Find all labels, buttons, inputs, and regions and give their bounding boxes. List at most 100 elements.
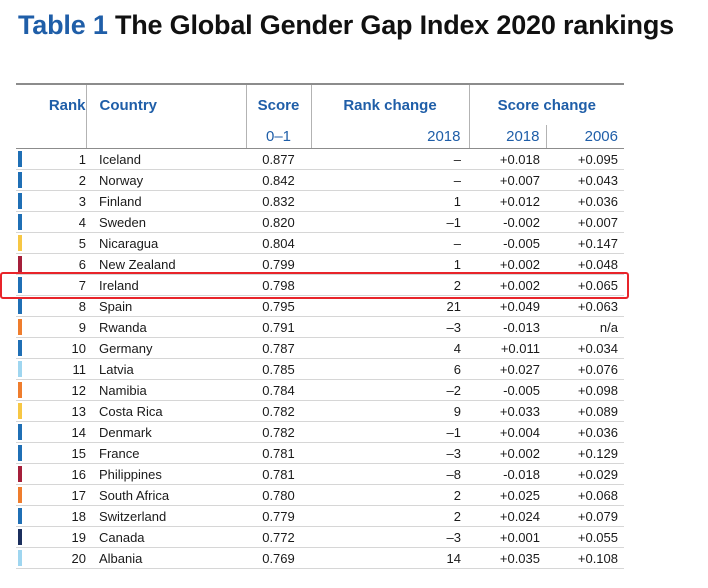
score-change-2018-cell: -0.005 <box>469 379 546 401</box>
score-change-2018-cell: +0.002 <box>469 274 546 296</box>
rank-change-cell: 1 <box>311 190 469 212</box>
country-cell: Spain <box>86 295 246 317</box>
score-cell: 0.780 <box>246 484 311 506</box>
country-cell: Nicaragua <box>86 232 246 254</box>
rank-change-cell: 9 <box>311 400 469 422</box>
region-marker-cell <box>16 190 26 212</box>
rank-change-cell: –3 <box>311 442 469 464</box>
score-change-2006-cell: +0.065 <box>546 274 624 296</box>
score-change-2018-cell: +0.024 <box>469 505 546 527</box>
score-change-2006-cell: +0.147 <box>546 232 624 254</box>
score-cell: 0.798 <box>246 274 311 296</box>
country-cell: Albania <box>86 547 246 569</box>
score-cell: 0.791 <box>246 316 311 338</box>
score-cell: 0.784 <box>246 379 311 401</box>
rank-change-cell: –8 <box>311 463 469 485</box>
rank-cell: 16 <box>26 463 86 485</box>
rank-change-cell: – <box>311 169 469 191</box>
score-cell: 0.877 <box>246 148 311 170</box>
region-marker-cell <box>16 505 26 527</box>
country-cell: France <box>86 442 246 464</box>
score-change-2006-cell: +0.068 <box>546 484 624 506</box>
region-color-marker <box>18 424 22 440</box>
score-change-2006-cell: +0.076 <box>546 358 624 380</box>
table-row: 11 Latvia 0.785 6 +0.027 +0.076 <box>16 358 624 380</box>
country-cell: Finland <box>86 190 246 212</box>
region-marker-cell <box>16 232 26 254</box>
rank-change-cell: 14 <box>311 547 469 569</box>
rank-cell: 19 <box>26 526 86 548</box>
table-row: 19 Canada 0.772 –3 +0.001 +0.055 <box>16 526 624 548</box>
rank-cell: 6 <box>26 253 86 275</box>
header-score: Score <box>245 83 311 125</box>
score-cell: 0.772 <box>246 526 311 548</box>
country-cell: Latvia <box>86 358 246 380</box>
rank-change-cell: 2 <box>311 484 469 506</box>
score-change-2018-cell: +0.033 <box>469 400 546 422</box>
table-row: 5 Nicaragua 0.804– -0.005 +0.147 <box>16 232 624 254</box>
rank-cell: 2 <box>26 169 86 191</box>
score-change-2006-cell: +0.095 <box>546 148 624 170</box>
table-row: 16 Philippines 0.781 –8 -0.018 +0.029 <box>16 463 624 485</box>
rank-cell: 18 <box>26 505 86 527</box>
region-color-marker <box>18 340 22 356</box>
rank-change-cell: –1 <box>311 211 469 233</box>
table-body: 1 Iceland 0.877– +0.018 +0.095 2 Norway 0.842– +… <box>16 148 624 569</box>
score-change-2018-cell: -0.002 <box>469 211 546 233</box>
subheader-rank-change-year: 2018 <box>310 125 469 149</box>
region-marker-cell <box>16 400 26 422</box>
rank-change-cell: – <box>311 232 469 254</box>
score-change-2018-cell: +0.001 <box>469 526 546 548</box>
rank-cell: 7 <box>26 274 86 296</box>
subheader-score-change-2006: 2006 <box>545 125 624 149</box>
table-row: 14 Denmark 0.782 –1 +0.004 +0.036 <box>16 421 624 443</box>
region-marker-cell <box>16 316 26 338</box>
region-marker-cell <box>16 148 26 170</box>
country-cell: Ireland <box>86 274 246 296</box>
rank-cell: 3 <box>26 190 86 212</box>
score-change-2018-cell: -0.005 <box>469 232 546 254</box>
rank-cell: 17 <box>26 484 86 506</box>
rank-cell: 13 <box>26 400 86 422</box>
region-marker-cell <box>16 358 26 380</box>
score-cell: 0.781 <box>246 463 311 485</box>
score-change-2006-cell: +0.063 <box>546 295 624 317</box>
rank-change-cell: 21 <box>311 295 469 317</box>
region-marker-cell <box>16 295 26 317</box>
score-change-2018-cell: +0.011 <box>469 337 546 359</box>
region-color-marker <box>18 319 22 335</box>
subheader-rank-empty <box>26 125 86 149</box>
rank-cell: 10 <box>26 337 86 359</box>
score-cell: 0.782 <box>246 421 311 443</box>
table-number: Table 1 <box>18 10 108 40</box>
score-cell: 0.781 <box>246 442 311 464</box>
subheader-spacer <box>16 125 26 149</box>
score-change-2006-cell: +0.007 <box>546 211 624 233</box>
score-change-2006-cell: +0.036 <box>546 421 624 443</box>
region-marker-cell <box>16 421 26 443</box>
region-color-marker <box>18 487 22 503</box>
score-change-2006-cell: +0.043 <box>546 169 624 191</box>
country-cell: Denmark <box>86 421 246 443</box>
score-change-2018-cell: +0.018 <box>469 148 546 170</box>
country-cell: Costa Rica <box>86 400 246 422</box>
region-color-marker <box>18 193 22 209</box>
score-cell: 0.804 <box>246 232 311 254</box>
table-row: 1 Iceland 0.877– +0.018 +0.095 <box>16 148 624 170</box>
score-change-2006-cell: +0.129 <box>546 442 624 464</box>
subheader-score-change-2018: 2018 <box>468 125 546 149</box>
score-cell: 0.795 <box>246 295 311 317</box>
region-color-marker <box>18 151 22 167</box>
country-cell: South Africa <box>86 484 246 506</box>
table-row: 12 Namibia 0.784 –2 -0.005 +0.098 <box>16 379 624 401</box>
region-color-marker <box>18 277 22 293</box>
score-cell: 0.782 <box>246 400 311 422</box>
country-cell: Namibia <box>86 379 246 401</box>
rank-change-cell: 4 <box>311 337 469 359</box>
score-cell: 0.842 <box>246 169 311 191</box>
header-score-change: Score change <box>468 83 624 125</box>
rank-cell: 14 <box>26 421 86 443</box>
header-rank-change: Rank change <box>310 83 469 125</box>
country-cell: Rwanda <box>86 316 246 338</box>
rank-change-cell: –1 <box>311 421 469 443</box>
